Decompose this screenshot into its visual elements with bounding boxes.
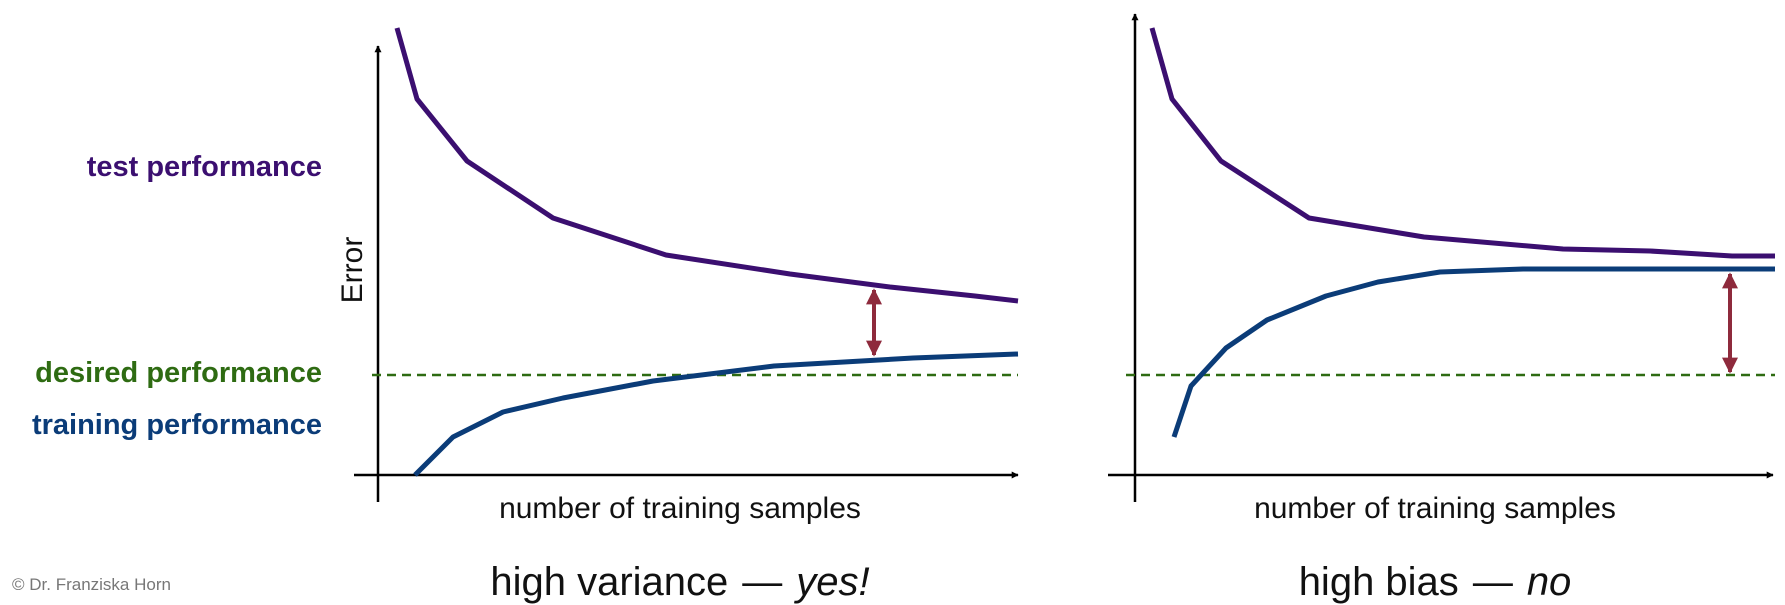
test-performance-curve [1149, 27, 1775, 259]
panel-caption: high variance — yes! [490, 560, 869, 604]
y-axis-label: Error [336, 237, 369, 304]
x-axis-label: number of training samples [499, 492, 861, 525]
caption-dash: — [742, 560, 782, 604]
caption-main: high bias [1299, 560, 1459, 604]
x-axis-label: number of training samples [1254, 492, 1616, 525]
desired-performance-label: desired performance [35, 357, 322, 389]
test-performance-curve [394, 27, 1019, 304]
training-performance-curve [413, 351, 1019, 477]
panel-high-bias: number of training samples high bias — no [1108, 13, 1775, 604]
caption-verdict: yes! [793, 560, 869, 604]
training-performance-curve [1171, 266, 1775, 438]
panel-high-variance: number of training samples high variance… [354, 27, 1019, 604]
caption-main: high variance [490, 560, 728, 604]
caption-verdict: no [1527, 560, 1572, 604]
panel-caption: high bias — no [1299, 560, 1572, 604]
copyright-notice: © Dr. Franziska Horn [12, 575, 171, 594]
caption-dash: — [1473, 560, 1513, 604]
training-performance-label: training performance [32, 409, 322, 441]
test-performance-label: test performance [87, 151, 322, 183]
